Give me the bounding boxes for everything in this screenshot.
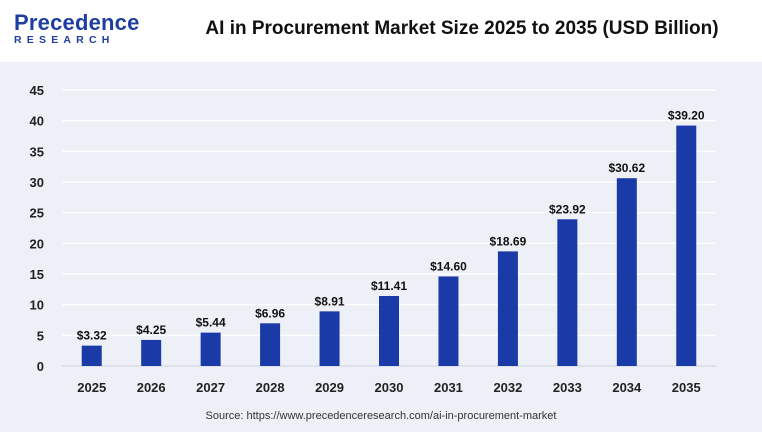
chart-header: Precedence RESEARCH AI in Procurement Ma… xyxy=(0,0,762,62)
data-label-2030: $11.41 xyxy=(371,279,407,293)
bar-2035 xyxy=(676,125,697,366)
y-tick-label: 5 xyxy=(37,328,44,343)
data-label-2031: $14.60 xyxy=(430,259,467,273)
bar-2026 xyxy=(141,339,162,366)
y-tick-label: 30 xyxy=(30,175,44,190)
x-tick-label-2032: 2032 xyxy=(493,380,522,395)
x-tick-label-2030: 2030 xyxy=(375,380,404,395)
x-tick-label-2027: 2027 xyxy=(196,380,225,395)
bar-2033 xyxy=(557,219,578,366)
x-tick-label-2035: 2035 xyxy=(672,380,701,395)
source-note: Source: https://www.precedenceresearch.c… xyxy=(205,410,557,422)
bar-chart: 051015202530354045$3.322025$4.252026$5.4… xyxy=(30,83,716,395)
precedence-research-logo: Precedence RESEARCH xyxy=(6,10,156,54)
x-tick-label-2034: 2034 xyxy=(612,380,642,395)
logo-wordmark: Precedence xyxy=(14,10,140,35)
y-tick-label: 35 xyxy=(30,144,44,159)
data-label-2032: $18.69 xyxy=(490,234,527,248)
x-tick-label-2026: 2026 xyxy=(137,380,166,395)
x-tick-label-2025: 2025 xyxy=(77,380,106,395)
data-label-2029: $8.91 xyxy=(315,294,345,308)
y-tick-label: 0 xyxy=(37,359,44,374)
data-label-2027: $5.44 xyxy=(196,316,226,330)
data-label-2033: $23.92 xyxy=(549,202,586,216)
y-tick-label: 10 xyxy=(30,298,44,313)
y-tick-label: 20 xyxy=(30,236,44,251)
chart-title: AI in Procurement Market Size 2025 to 20… xyxy=(205,18,719,39)
x-tick-label-2028: 2028 xyxy=(256,380,285,395)
y-tick-label: 45 xyxy=(30,83,44,98)
bar-2025 xyxy=(81,345,102,366)
y-tick-label: 40 xyxy=(30,114,44,129)
y-tick-label: 25 xyxy=(30,206,44,221)
bar-2029 xyxy=(319,311,340,366)
logo-subtitle: RESEARCH xyxy=(14,34,115,46)
data-label-2035: $39.20 xyxy=(668,109,705,123)
bar-2030 xyxy=(379,296,399,366)
data-label-2025: $3.32 xyxy=(77,329,107,343)
x-tick-label-2029: 2029 xyxy=(315,380,344,395)
bar-2027 xyxy=(200,332,221,366)
bar-2032 xyxy=(497,251,518,366)
data-label-2026: $4.25 xyxy=(136,323,166,337)
data-label-2034: $30.62 xyxy=(608,161,645,175)
bar-2031 xyxy=(438,276,459,366)
x-tick-label-2031: 2031 xyxy=(434,380,463,395)
bar-2028 xyxy=(260,323,281,366)
y-tick-label: 15 xyxy=(30,267,44,282)
bar-2034 xyxy=(616,178,637,366)
x-tick-label-2033: 2033 xyxy=(553,380,582,395)
data-label-2028: $6.96 xyxy=(255,306,285,320)
